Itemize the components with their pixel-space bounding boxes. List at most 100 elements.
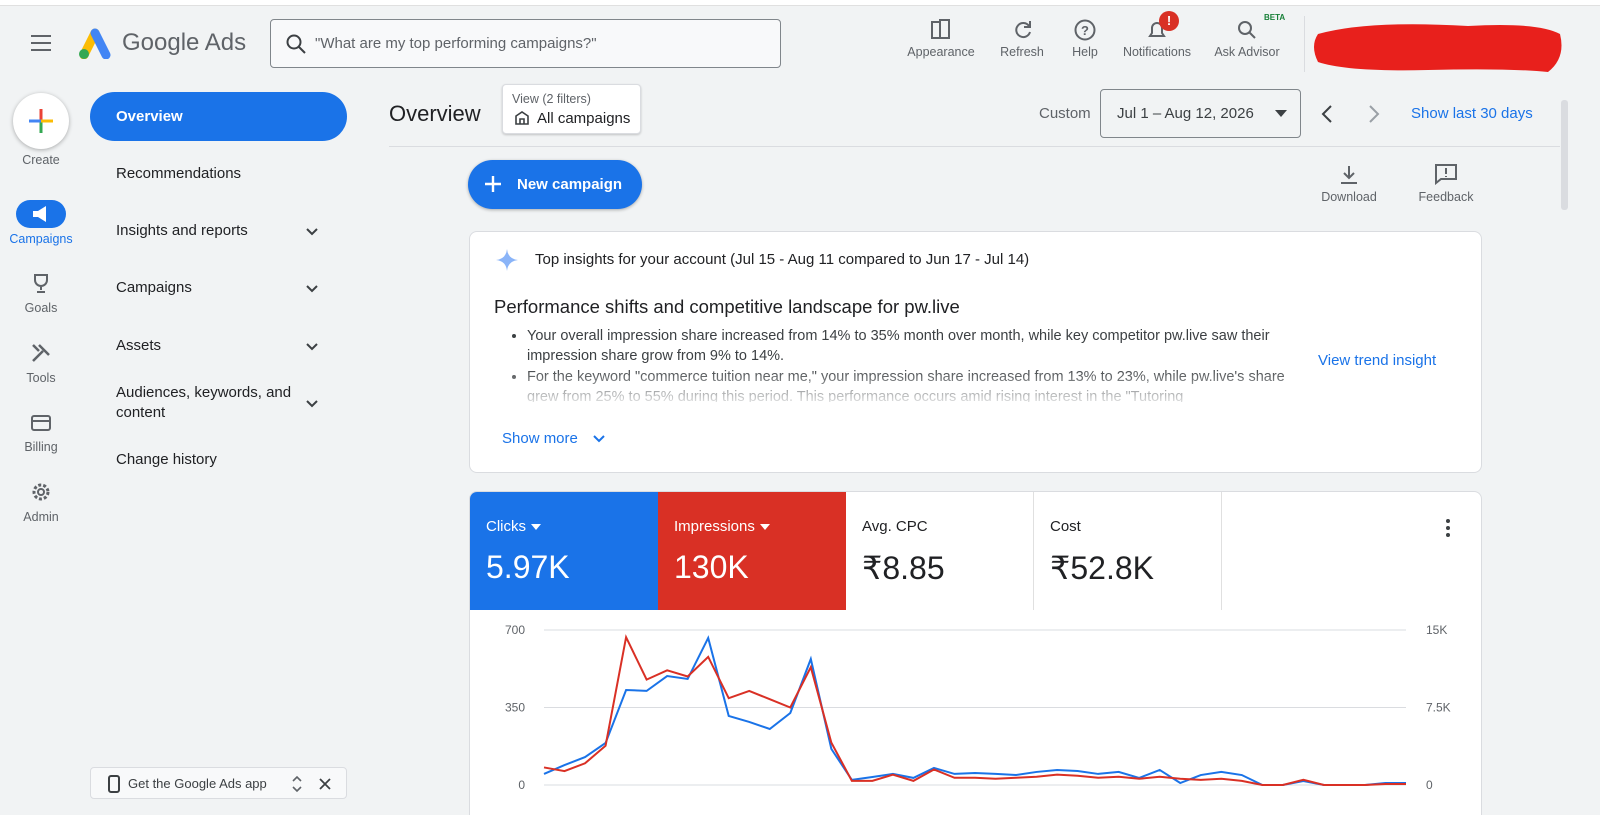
series-line xyxy=(543,635,1406,786)
app-promo[interactable]: Get the Google Ads app xyxy=(90,767,347,799)
metric-tile[interactable]: Avg. CPC ₹8.85 xyxy=(846,492,1034,610)
chart: 0 350 700 0 7.5K 15K xyxy=(505,623,1451,792)
tools-icon xyxy=(32,344,50,362)
insight-bullet: For the keyword "commerce tuition near m… xyxy=(527,367,1294,402)
nav-active[interactable] xyxy=(90,92,347,141)
svg-text:?: ? xyxy=(1081,23,1089,38)
promo-controls[interactable] xyxy=(289,775,339,793)
tick-label: 0 xyxy=(1426,778,1433,792)
metric-label: Cost xyxy=(1050,518,1081,535)
action-label[interactable]: Refresh xyxy=(1000,45,1044,59)
search-placeholder: "What are my top performing campaigns?" xyxy=(315,35,597,52)
new-campaign-label: New campaign xyxy=(517,176,623,193)
divider xyxy=(1304,16,1305,72)
metric-dropdown[interactable] xyxy=(759,523,771,531)
nav-item[interactable]: Overview xyxy=(116,108,183,125)
tick-label: 0 xyxy=(518,778,525,792)
menu-icon[interactable] xyxy=(30,33,52,53)
header-divider xyxy=(389,146,1560,147)
admin-icon xyxy=(32,483,50,501)
chevron[interactable] xyxy=(305,225,319,239)
more-menu[interactable] xyxy=(1444,518,1452,538)
tick-label: 700 xyxy=(505,623,525,637)
filter-caption: View (2 filters) xyxy=(512,92,591,106)
filter-value: All campaigns xyxy=(537,110,631,127)
insights-card: Top insights for your account (Jul 15 - … xyxy=(469,231,1482,473)
metric-value: ₹8.85 xyxy=(862,550,945,586)
metric-tile[interactable]: Impressions 130K xyxy=(658,492,846,610)
goals-icon xyxy=(34,274,48,293)
beta-tag: BETA xyxy=(1264,13,1286,22)
nav-item[interactable]: Recommendations xyxy=(116,165,242,182)
advisor-icon xyxy=(1238,21,1256,39)
nav-item[interactable]: Change history xyxy=(116,451,217,468)
chevron[interactable] xyxy=(305,397,319,411)
campaign-icon xyxy=(33,206,46,222)
rail-label[interactable]: Create xyxy=(22,153,60,167)
feedback-icon xyxy=(1435,164,1457,185)
insight-bullet: Your overall impression share increased … xyxy=(527,326,1294,366)
create-button[interactable] xyxy=(13,93,69,149)
show-last-link[interactable]: Show last 30 days xyxy=(1411,105,1533,122)
chevron[interactable] xyxy=(305,340,319,354)
action-label[interactable]: Notifications xyxy=(1122,45,1192,59)
appearance-icon xyxy=(931,19,950,39)
nav-item[interactable]: Audiences, keywords, and content xyxy=(116,384,292,421)
tick-label: 15K xyxy=(1426,623,1447,637)
chevron[interactable] xyxy=(305,282,319,296)
metric-value: 130K xyxy=(674,549,749,585)
action-label[interactable]: Help xyxy=(1072,45,1098,59)
download-icon xyxy=(1341,166,1357,184)
action-label[interactable]: Ask Advisor xyxy=(1214,45,1280,59)
new-campaign-button[interactable]: New campaign xyxy=(468,160,642,209)
search-box[interactable]: "What are my top performing campaigns?" xyxy=(270,19,781,68)
metric-label: Avg. CPC xyxy=(862,518,928,535)
rail-label[interactable]: Billing xyxy=(24,440,58,454)
date-picker[interactable]: Jul 1 – Aug 12, 2026 xyxy=(1100,89,1301,138)
brand: Google Ads xyxy=(122,29,247,56)
metric-value: 5.97K xyxy=(486,549,570,585)
rail-label[interactable]: Admin xyxy=(23,510,59,524)
series-line xyxy=(543,634,1406,786)
filter-box[interactable]: View (2 filters) All campaigns xyxy=(502,84,641,134)
refresh-icon xyxy=(1015,21,1031,39)
nav-item[interactable]: Campaigns xyxy=(116,279,192,296)
metric-tile[interactable]: Cost ₹52.8K xyxy=(1034,492,1222,610)
app-promo-text: Get the Google Ads app xyxy=(128,776,267,791)
top-strip xyxy=(0,0,1600,6)
plus xyxy=(485,176,501,192)
trend-link[interactable]: View trend insight xyxy=(1318,352,1437,369)
metric-value: ₹52.8K xyxy=(1050,550,1154,586)
notification-badge: ! xyxy=(1159,11,1179,31)
billing-icon xyxy=(31,415,51,431)
metric-dropdown[interactable] xyxy=(530,523,542,531)
rail-label[interactable]: Goals xyxy=(24,301,58,315)
sparkle-icon xyxy=(496,249,518,271)
show-more[interactable]: Show more xyxy=(502,430,578,447)
date-arrows[interactable] xyxy=(1318,104,1382,124)
range-type: Custom xyxy=(1039,105,1091,122)
page-title: Overview xyxy=(389,101,481,126)
dropdown-arrow xyxy=(1275,110,1287,117)
date-range: Jul 1 – Aug 12, 2026 xyxy=(1117,105,1254,122)
phone-icon xyxy=(108,775,120,793)
metric-label: Impressions xyxy=(674,518,830,535)
scrollbar[interactable] xyxy=(1561,100,1568,210)
metric-tile[interactable]: Clicks 5.97K xyxy=(470,492,658,610)
tick-label: 7.5K xyxy=(1426,701,1451,715)
rail-label[interactable]: Tools xyxy=(26,371,56,385)
insights-list: Your overall impression share increased … xyxy=(494,326,1294,402)
nav-item[interactable]: Insights and reports xyxy=(116,222,248,239)
show-more-chevron xyxy=(593,435,605,443)
nav-item[interactable]: Assets xyxy=(116,337,162,354)
feedback-label[interactable]: Feedback xyxy=(1418,190,1474,204)
metrics-card: Clicks 5.97K Impressions 130K Avg. CPC ₹8.8… xyxy=(469,491,1482,815)
plus-icon xyxy=(29,109,53,133)
search-icon xyxy=(286,34,306,54)
logo xyxy=(79,28,111,59)
action-label[interactable]: Appearance xyxy=(907,45,975,59)
rail-label[interactable]: Campaigns xyxy=(9,232,73,246)
metric-label: Clicks xyxy=(486,518,642,535)
download-label[interactable]: Download xyxy=(1321,190,1377,204)
